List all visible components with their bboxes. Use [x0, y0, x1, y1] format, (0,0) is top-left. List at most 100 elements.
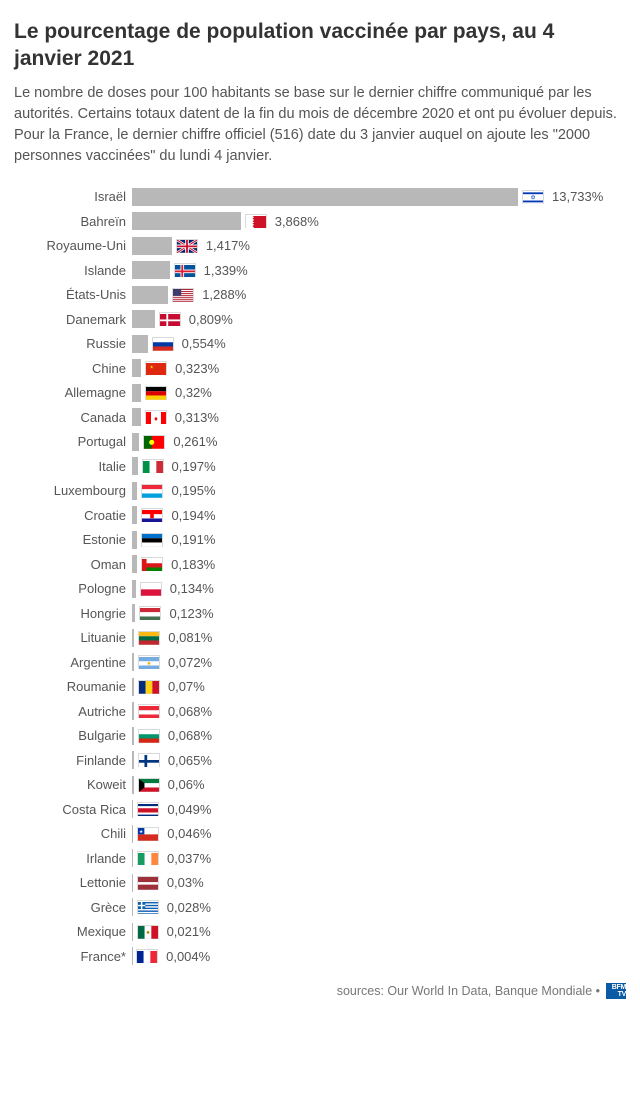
- country-label: Canada: [14, 410, 132, 425]
- flag-icon: ★: [145, 361, 167, 375]
- value-label: 0,068%: [168, 728, 212, 743]
- bar-zone: ★0,323%: [132, 359, 626, 377]
- country-label: Chine: [14, 361, 132, 376]
- chart-row: Allemagne0,32%: [14, 381, 626, 406]
- flag-icon: [141, 533, 163, 547]
- flag-icon: [138, 680, 160, 694]
- flag-icon: [136, 949, 158, 963]
- chart-row: Oman 0,183%: [14, 552, 626, 577]
- flag-icon: [138, 778, 160, 792]
- country-label: Argentine: [14, 655, 132, 670]
- country-label: Irlande: [14, 851, 132, 866]
- flag-icon: [142, 459, 164, 473]
- bar-zone: 3,868%: [132, 212, 626, 230]
- bar: [132, 482, 137, 500]
- flag-icon: [137, 851, 159, 865]
- flag-icon: [245, 214, 267, 228]
- value-label: 0,081%: [168, 630, 212, 645]
- value-label: 0,06%: [168, 777, 205, 792]
- value-label: 1,417%: [206, 238, 250, 253]
- bar-zone: 0,049%: [132, 800, 626, 818]
- flag-icon: [143, 435, 165, 449]
- country-label: Croatie: [14, 508, 132, 523]
- chart-row: Portugal0,261%: [14, 430, 626, 455]
- bar: [132, 849, 133, 867]
- chart-row: Hongrie0,123%: [14, 601, 626, 626]
- flag-icon: [138, 729, 160, 743]
- chart-row: France* 0,004%: [14, 944, 626, 969]
- bar: [132, 702, 134, 720]
- chart-row: Irlande0,037%: [14, 846, 626, 871]
- bar: [132, 286, 168, 304]
- value-label: 0,554%: [182, 336, 226, 351]
- value-label: 0,197%: [172, 459, 216, 474]
- value-label: 0,261%: [173, 434, 217, 449]
- chart-row: Islande1,339%: [14, 258, 626, 283]
- svg-text:✡: ✡: [530, 195, 535, 202]
- bar: [132, 751, 134, 769]
- country-label: Oman: [14, 557, 132, 572]
- bar-zone: 1,288%: [132, 286, 626, 304]
- flag-icon: [137, 876, 159, 890]
- chart-row: Italie 0,197%: [14, 454, 626, 479]
- bar-zone: 0,028%: [132, 898, 626, 916]
- flag-icon: ✡: [522, 190, 544, 204]
- value-label: 0,049%: [167, 802, 211, 817]
- bar-zone: 0,081%: [132, 629, 626, 647]
- bar-zone: 0,261%: [132, 433, 626, 451]
- value-label: 0,072%: [168, 655, 212, 670]
- bar: [132, 531, 137, 549]
- chart-row: Costa Rica0,049%: [14, 797, 626, 822]
- chart-title: Le pourcentage de population vaccinée pa…: [14, 18, 626, 73]
- chart-row: Pologne0,134%: [14, 577, 626, 602]
- flag-icon: [152, 337, 174, 351]
- country-label: Danemark: [14, 312, 132, 327]
- country-label: Italie: [14, 459, 132, 474]
- bar-zone: 0,195%: [132, 482, 626, 500]
- bar: [132, 506, 137, 524]
- bar: [132, 261, 170, 279]
- value-label: 0,021%: [167, 924, 211, 939]
- value-label: 0,183%: [171, 557, 215, 572]
- value-label: 1,339%: [204, 263, 248, 278]
- country-label: Bahreïn: [14, 214, 132, 229]
- flag-icon: [176, 239, 198, 253]
- bar-chart: Israël✡13,733%Bahreïn3,868%Royaume-Uni1,…: [14, 185, 626, 969]
- chart-row: Lituanie0,081%: [14, 626, 626, 651]
- value-label: 0,191%: [171, 532, 215, 547]
- country-label: Hongrie: [14, 606, 132, 621]
- flag-icon: [137, 802, 159, 816]
- country-label: Royaume-Uni: [14, 238, 132, 253]
- chart-row: Bulgarie0,068%: [14, 724, 626, 749]
- country-label: France*: [14, 949, 132, 964]
- flag-icon: [137, 925, 159, 939]
- bar: [132, 555, 137, 573]
- country-label: Pologne: [14, 581, 132, 596]
- bar-zone: 0,191%: [132, 531, 626, 549]
- bar: [132, 212, 241, 230]
- bar: [132, 653, 134, 671]
- flag-icon: [172, 288, 194, 302]
- chart-row: Finlande0,065%: [14, 748, 626, 773]
- bar-zone: ★0,046%: [132, 825, 626, 843]
- bar-zone: 0,06%: [132, 776, 626, 794]
- value-label: 0,004%: [166, 949, 210, 964]
- value-label: 0,809%: [189, 312, 233, 327]
- bar-zone: 0,183%: [132, 555, 626, 573]
- value-label: 0,03%: [167, 875, 204, 890]
- bar-zone: 0,809%: [132, 310, 626, 328]
- bar: [132, 678, 134, 696]
- bar-zone: 0,134%: [132, 580, 626, 598]
- bar: [132, 727, 134, 745]
- country-label: Allemagne: [14, 385, 132, 400]
- bar-zone: 1,417%: [132, 237, 626, 255]
- chart-row: Koweit0,06%: [14, 773, 626, 798]
- flag-icon: [138, 655, 160, 669]
- bar: [132, 237, 172, 255]
- bar: [132, 825, 133, 843]
- chart-row: Argentine 0,072%: [14, 650, 626, 675]
- bar-zone: 0,123%: [132, 604, 626, 622]
- chart-row: Chine★0,323%: [14, 356, 626, 381]
- flag-icon: [141, 484, 163, 498]
- bar: [132, 898, 133, 916]
